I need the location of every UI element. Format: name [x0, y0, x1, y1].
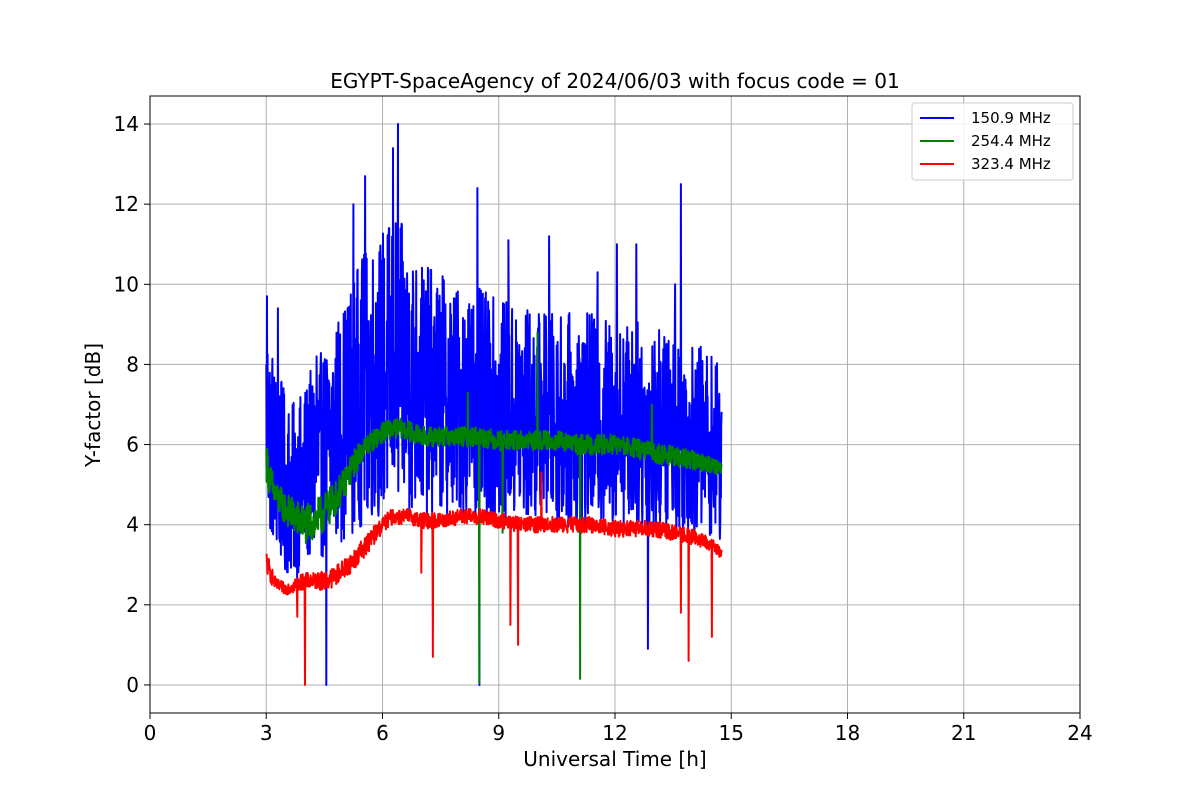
x-tick-label: 6	[376, 721, 389, 745]
legend: 150.9 MHz 254.4 MHz 323.4 MHz	[911, 102, 1074, 181]
x-tick-label: 12	[602, 721, 627, 745]
y-axis-label: Y-factor [dB]	[81, 343, 105, 468]
y-tick-label: 0	[126, 673, 139, 697]
x-tick-label: 24	[1067, 721, 1092, 745]
x-axis-ticks: 0 3 6 9 12 15 18 21 24	[144, 713, 1093, 745]
legend-label-150: 150.9 MHz	[971, 109, 1051, 127]
x-tick-label: 21	[951, 721, 976, 745]
x-axis-label: Universal Time [h]	[523, 747, 706, 771]
chart-title: EGYPT-SpaceAgency of 2024/06/03 with foc…	[330, 69, 899, 93]
y-tick-label: 8	[126, 352, 139, 376]
legend-label-323: 323.4 MHz	[971, 155, 1051, 173]
series-line-3234	[265, 471, 723, 686]
x-tick-label: 15	[719, 721, 744, 745]
x-tick-label: 18	[835, 721, 860, 745]
y-tick-label: 2	[126, 593, 139, 617]
y-tick-label: 14	[114, 112, 139, 136]
series-line-2544	[265, 331, 723, 684]
y-tick-label: 4	[126, 513, 139, 537]
y-axis-ticks: 0 2 4 6 8 10 12 14	[114, 112, 150, 697]
y-tick-label: 6	[126, 433, 139, 457]
legend-label-254: 254.4 MHz	[971, 132, 1051, 150]
legend-box	[911, 102, 1074, 181]
y-tick-label: 10	[114, 272, 139, 296]
x-tick-label: 3	[260, 721, 273, 745]
y-tick-label: 12	[114, 192, 139, 216]
series-line-1509	[265, 123, 723, 686]
series-layer	[265, 123, 723, 686]
x-tick-label: 9	[492, 721, 505, 745]
x-tick-label: 0	[144, 721, 157, 745]
